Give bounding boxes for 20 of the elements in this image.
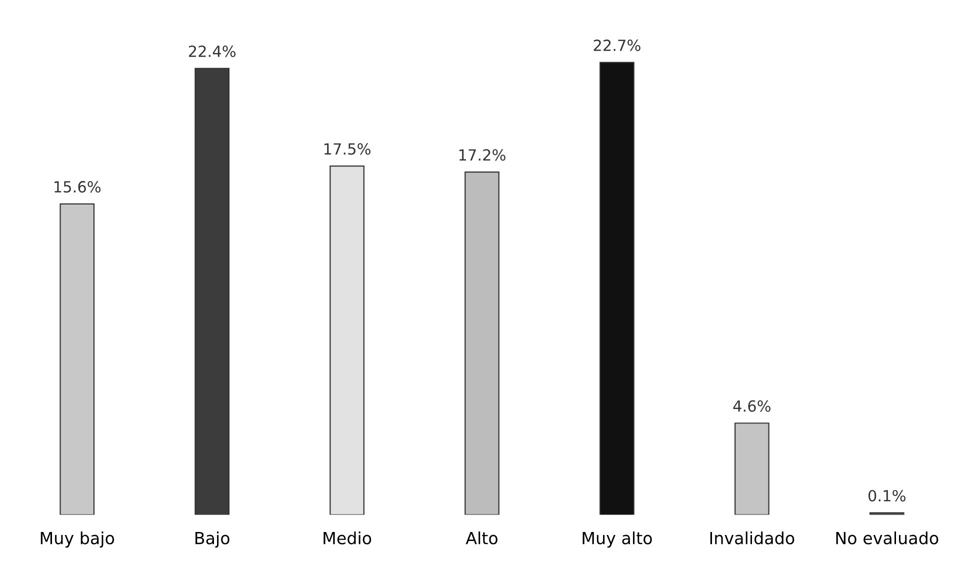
bar: [330, 165, 364, 515]
data-label: 22.7%: [594, 40, 640, 52]
x-tick-label: Muy alto: [582, 531, 652, 548]
bar: [60, 203, 95, 515]
data-label: 17.2%: [459, 149, 506, 161]
data-label: 0.1%: [868, 490, 906, 502]
bar: [734, 422, 770, 515]
x-tick-label: Invalidado: [710, 531, 794, 544]
data-label: 15.6%: [54, 181, 101, 193]
x-tick-label: No evaluado: [836, 531, 938, 544]
x-tick-label: Medio: [324, 531, 372, 544]
x-tick-label: Bajo: [195, 531, 230, 548]
x-tick-label: Muy bajo: [40, 531, 114, 548]
bar: [194, 68, 230, 515]
data-label: 17.5%: [324, 143, 370, 155]
data-label: 22.4%: [188, 46, 236, 58]
bar: [600, 62, 634, 515]
data-label: 4.6%: [733, 400, 770, 412]
bar: [464, 171, 500, 515]
x-tick-label: Alto: [466, 531, 498, 544]
